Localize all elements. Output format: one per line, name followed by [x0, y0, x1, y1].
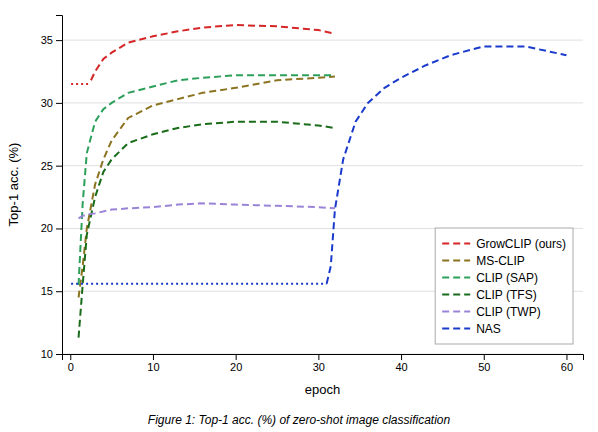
- axis-line: [63, 355, 584, 361]
- lines: [71, 25, 566, 338]
- caption: Figure 1: Top-1 acc. (%) of zero-shot im…: [148, 413, 451, 427]
- series-line: [79, 75, 335, 285]
- tick-label: 25: [41, 160, 53, 172]
- legend-label: CLIP (TFS): [476, 288, 536, 302]
- lead-in-line: [71, 83, 91, 85]
- tick-mark: [56, 291, 62, 292]
- tick: 60: [561, 354, 573, 373]
- tick-mark: [56, 354, 62, 355]
- legend-box: [435, 228, 573, 344]
- tick-label: 40: [395, 361, 407, 373]
- tick: 25: [41, 160, 62, 172]
- tick: 40: [395, 354, 407, 373]
- tick-label: 35: [41, 34, 53, 46]
- tick: 30: [313, 354, 325, 373]
- legend-item: GrowCLIP (ours): [442, 237, 566, 251]
- grid: [62, 40, 583, 354]
- legend-swatch: [442, 242, 470, 244]
- tick: 20: [41, 222, 62, 234]
- legend-item: CLIP (TFS): [442, 288, 536, 302]
- tick-mark: [70, 354, 71, 360]
- tick-mark: [566, 354, 567, 360]
- legend-label: MS-CLIP: [476, 254, 525, 268]
- tick: 30: [41, 97, 62, 109]
- y-axis: 10 15 20 25 30 35: [41, 16, 63, 361]
- series-line: [79, 203, 335, 218]
- tick-label: 10: [41, 348, 53, 360]
- legend-label: CLIP (TWP): [476, 305, 540, 319]
- x-axis-title: epoch: [305, 382, 340, 397]
- tick-label: 50: [478, 361, 490, 373]
- tick-label: 30: [41, 97, 53, 109]
- tick: 50: [478, 354, 490, 373]
- tick-mark: [236, 354, 237, 360]
- tick-mark: [56, 166, 62, 167]
- tick-label: 15: [41, 285, 53, 297]
- series-line: [91, 25, 335, 80]
- tick: 35: [41, 34, 62, 46]
- legend-item: CLIP (TWP): [442, 305, 540, 319]
- tick-label: 60: [561, 361, 573, 373]
- legend-swatch: [442, 276, 470, 278]
- legend-label: GrowCLIP (ours): [476, 237, 566, 251]
- tick-label: 20: [41, 222, 53, 234]
- tick-label: 10: [147, 361, 159, 373]
- tick: 15: [41, 285, 62, 297]
- tick: 0: [68, 354, 74, 373]
- plot: 0 10 20 30 40 50 60 10 15 20 25 30 35 GrowCLIP (ours)…: [41, 16, 584, 373]
- x-axis: 0 10 20 30 40 50 60: [63, 354, 584, 373]
- tick-label: 30: [313, 361, 325, 373]
- legend-swatch: [442, 327, 470, 329]
- chart: 0 10 20 30 40 50 60 10 15 20 25 30 35 GrowCLIP (ours)…: [0, 0, 598, 432]
- legend-item: MS-CLIP: [442, 254, 525, 268]
- legend-item: CLIP (SAP): [442, 271, 538, 285]
- tick-mark: [318, 354, 319, 360]
- tick-label: 20: [230, 361, 242, 373]
- grid-line: [62, 165, 583, 166]
- grid-line: [62, 102, 583, 103]
- legend-swatch: [442, 293, 470, 295]
- tick: 10: [147, 354, 159, 373]
- tick-mark: [56, 103, 62, 104]
- legend-swatch: [442, 310, 470, 312]
- y-axis-title: Top-1 acc. (%): [6, 143, 21, 227]
- lead-in-line: [71, 283, 327, 285]
- tick-label: 0: [68, 361, 74, 373]
- tick-mark: [56, 228, 62, 229]
- legend-swatch: [442, 259, 470, 261]
- series-line: [79, 77, 335, 298]
- tick: 20: [230, 354, 242, 373]
- legend-label: CLIP (SAP): [476, 271, 538, 285]
- tick: 10: [41, 348, 62, 360]
- tick-mark: [56, 40, 62, 41]
- tick-mark: [153, 354, 154, 360]
- series-line: [79, 122, 335, 338]
- legend-label: NAS: [476, 322, 501, 336]
- legend-item: NAS: [442, 322, 501, 336]
- legend: GrowCLIP (ours) MS-CLIP CLIP (SAP) CLIP (TF…: [435, 228, 573, 344]
- tick-mark: [484, 354, 485, 360]
- axis-line: [56, 16, 63, 355]
- tick-mark: [401, 354, 402, 360]
